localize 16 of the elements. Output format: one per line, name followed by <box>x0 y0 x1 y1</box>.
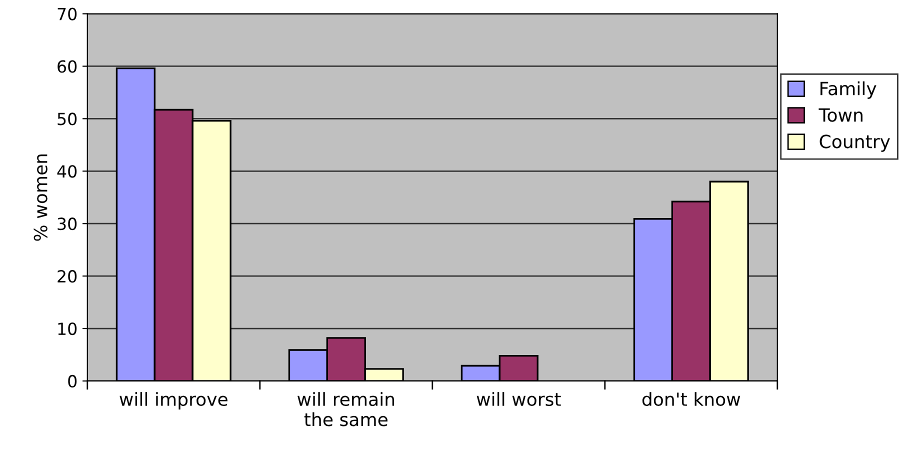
y-tick-label: 20 <box>58 270 77 283</box>
y-tick-label: 10 <box>58 322 77 336</box>
y-tick-label: 30 <box>58 218 77 230</box>
y-tick-label: 70 <box>58 8 77 20</box>
y-tick-label: 60 <box>58 60 77 73</box>
legend-label: Town <box>818 108 862 122</box>
x-tick-label: will remain the same <box>298 392 394 426</box>
x-tick-label: don't know <box>642 392 740 406</box>
y-tick-label: 40 <box>57 165 77 178</box>
x-tick-label: will improve <box>120 392 228 410</box>
legend-label: Family <box>820 81 876 99</box>
y-axis-title: % women <box>34 154 48 241</box>
legend-label: Country <box>820 134 890 152</box>
y-tick-label: 0 <box>68 374 77 388</box>
x-tick-label: will worst <box>476 392 561 406</box>
y-tick-label: 50 <box>58 112 77 126</box>
